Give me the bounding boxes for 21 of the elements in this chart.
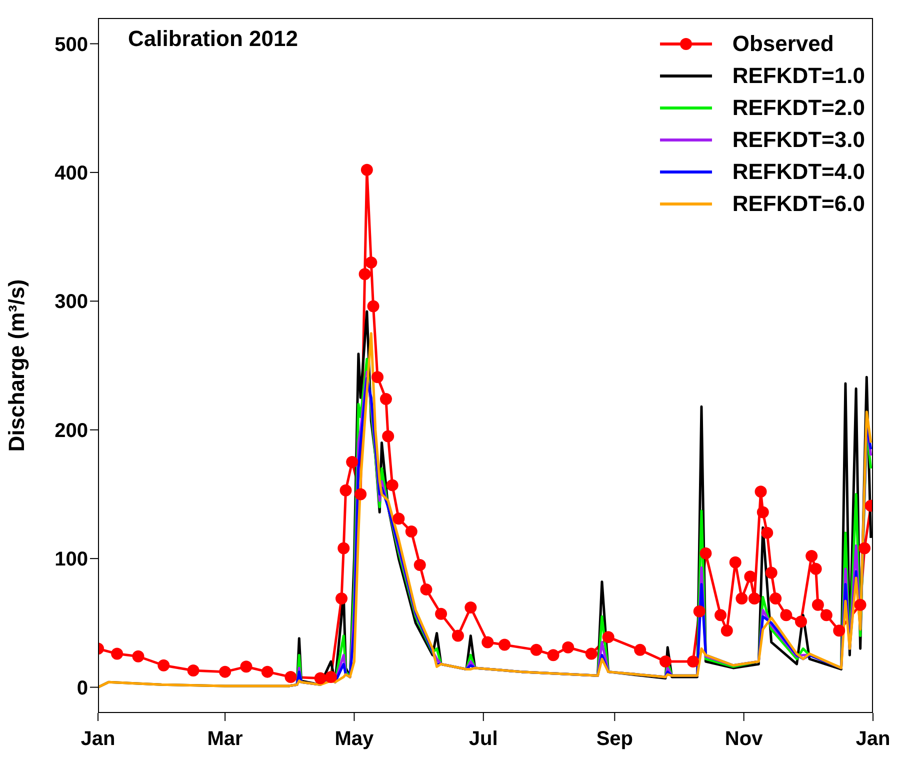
legend-label: REFKDT=2.0 [732, 94, 865, 122]
y-axis-title: Discharge (m³/s) [4, 279, 29, 452]
y-tick-label: 400 [54, 162, 88, 185]
chart-title: Calibration 2012 [128, 26, 298, 52]
x-tick-label: Mar [207, 728, 244, 750]
x-tick-label: May [334, 728, 375, 750]
x-tick-label: Sep [596, 728, 634, 750]
y-tick-label: 500 [54, 34, 88, 56]
legend-label: Observed [732, 30, 834, 58]
x-tick-label: Jan [856, 728, 890, 750]
legend-label: REFKDT=3.0 [732, 126, 865, 154]
y-tick-label: 300 [54, 291, 88, 314]
x-tick-label: Nov [724, 728, 764, 750]
legend-label: REFKDT=1.0 [732, 62, 865, 90]
y-tick-label: 100 [54, 548, 88, 571]
x-tick-label: Jul [468, 728, 498, 750]
y-tick-label: 0 [76, 677, 88, 700]
y-tick-label: 200 [54, 420, 88, 442]
legend-label: REFKDT=4.0 [732, 158, 865, 186]
legend-label: REFKDT=6.0 [732, 190, 865, 218]
x-tick-label: Jan [80, 728, 116, 750]
